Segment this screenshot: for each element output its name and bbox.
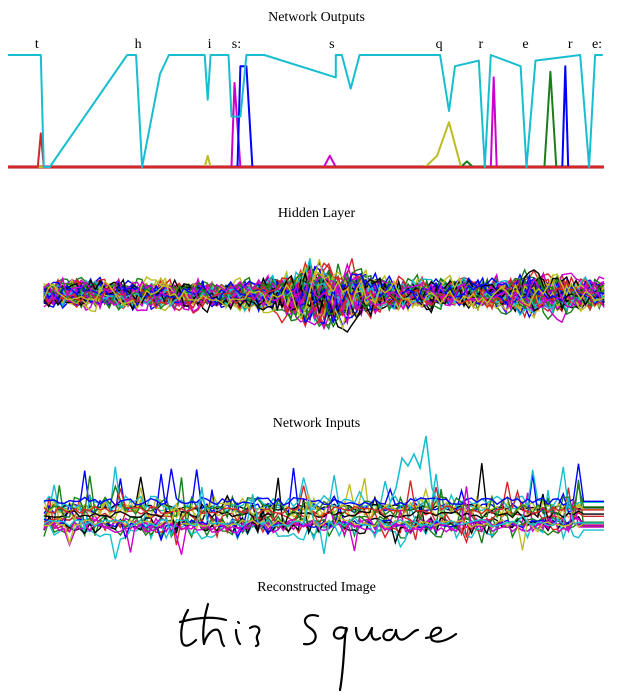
network-inputs-chart <box>43 435 604 560</box>
output-series-line <box>8 65 604 168</box>
output-char-label: q <box>436 37 443 52</box>
output-char-label: r <box>478 37 483 52</box>
handwriting-stroke <box>236 620 241 625</box>
outputs-title: Network Outputs <box>268 10 365 25</box>
handwriting-stroke <box>382 628 420 642</box>
output-char-label: r <box>568 37 573 52</box>
output-series-line <box>8 54 603 168</box>
handwriting-stroke <box>202 602 226 648</box>
hidden-series-line <box>43 269 605 326</box>
input-series-line <box>43 478 604 523</box>
handwriting-stroke <box>234 628 242 646</box>
handwriting-stroke <box>354 626 382 642</box>
output-char-label: e <box>522 37 528 52</box>
output-series-line <box>8 132 604 168</box>
output-char-label: e: <box>592 37 602 52</box>
hidden-layer-chart <box>43 258 605 333</box>
handwriting-ink <box>178 602 458 692</box>
output-series-line <box>8 76 604 168</box>
reconstructed-image <box>178 602 458 692</box>
handwriting-stroke <box>424 626 458 643</box>
hidden-series-line <box>43 270 605 321</box>
input-series-lines <box>43 435 604 560</box>
handwriting-stroke <box>302 614 320 646</box>
output-series-lines <box>8 54 604 169</box>
handwriting-stroke <box>248 625 261 648</box>
inputs-title: Network Inputs <box>272 416 361 431</box>
hidden-series-line <box>43 279 605 311</box>
output-series-line <box>8 70 604 168</box>
hidden-title: Hidden Layer <box>277 206 356 221</box>
handwriting-stroke <box>332 626 348 692</box>
input-series-line <box>43 494 604 551</box>
hidden-series-line <box>43 277 605 326</box>
reconstructed-title: Reconstructed Image <box>257 580 376 595</box>
output-series-line <box>8 121 604 168</box>
input-series-line <box>43 475 604 527</box>
handwriting-stroke <box>180 608 198 647</box>
output-char-label: s: <box>232 37 241 52</box>
handwriting-stroke <box>178 616 228 624</box>
input-series-line <box>43 463 604 507</box>
input-series-line <box>43 486 604 555</box>
input-series-line <box>43 477 604 534</box>
network-outputs-chart: t h i s: s q r e r e: <box>8 37 604 169</box>
output-char-label: t <box>35 37 39 52</box>
input-series-line <box>387 435 441 509</box>
output-char-labels: t h i s: s q r e r e: <box>35 37 602 52</box>
output-char-label: h <box>135 37 142 52</box>
output-char-label: i <box>208 37 212 52</box>
output-char-label: s <box>329 37 334 52</box>
hidden-series-lines <box>43 258 605 333</box>
